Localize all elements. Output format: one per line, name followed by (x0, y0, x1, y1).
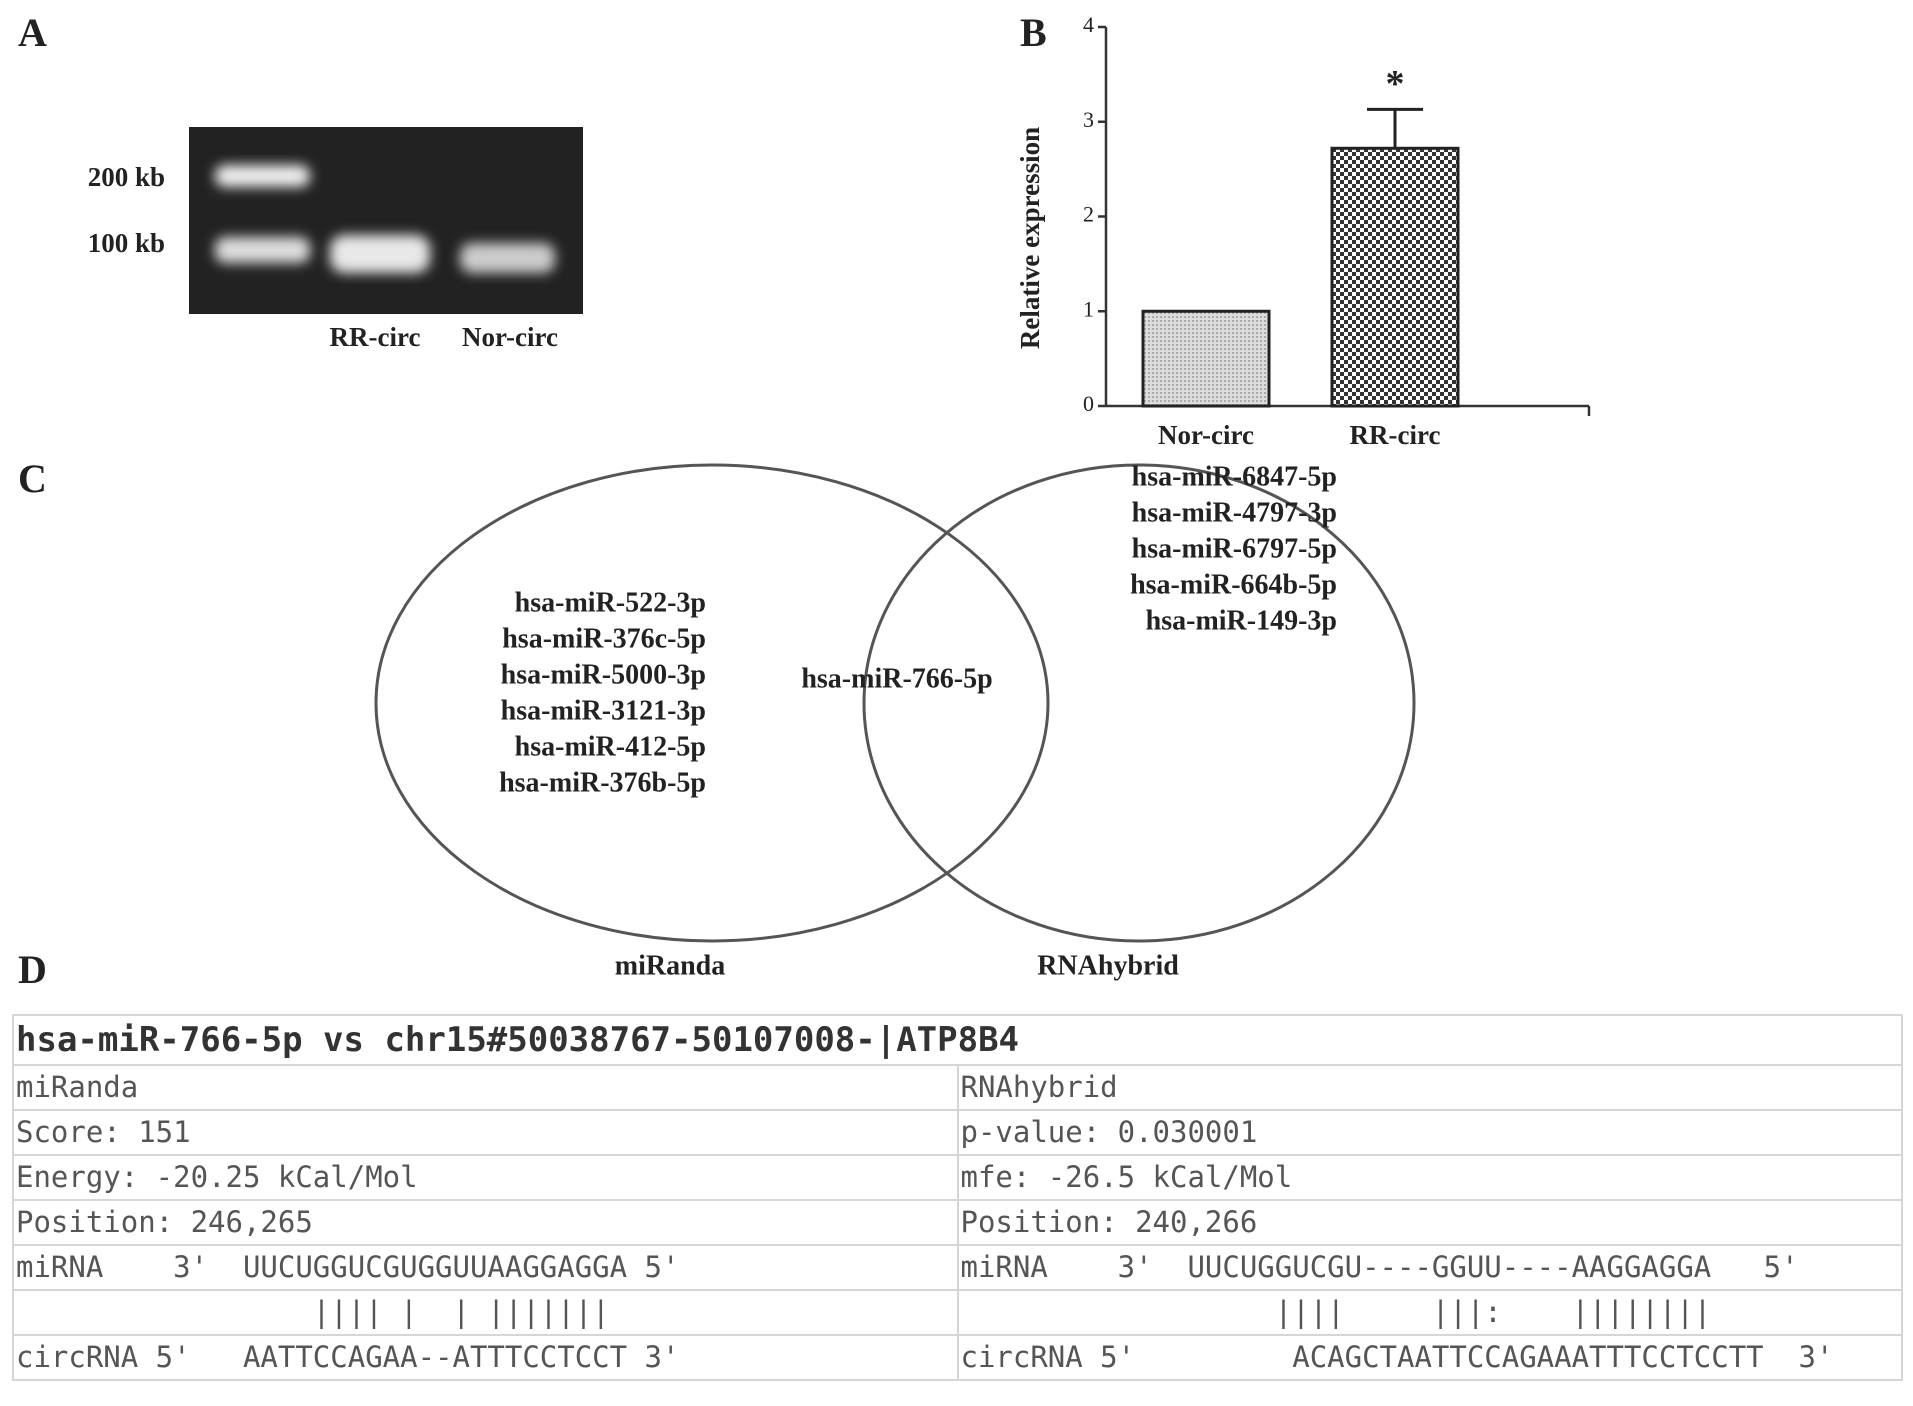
table-cell: miRNA 3' UUCUGGUCGU----GGUU----AAGGAGGA … (956, 1244, 1903, 1291)
y-tick-label: 4 (1083, 12, 1094, 37)
venn-item: hsa-miR-3121-3p (501, 695, 706, 726)
venn-intersection: hsa-miR-766-5p (801, 663, 992, 694)
table-cell: circRNA 5' AATTCCAGAA--ATTTCCTCCT 3' (12, 1334, 959, 1381)
table-row: hsa-miR-766-5p vs chr15#50038767-5010700… (12, 1014, 1903, 1066)
venn-item: hsa-miR-6847-5p (1132, 461, 1337, 492)
panel-label: D (18, 947, 47, 992)
venn-item: hsa-miR-6797-5p (1132, 533, 1337, 564)
x-tick-label: Nor-circ (1158, 420, 1254, 450)
venn-item: hsa-miR-412-5p (515, 731, 706, 762)
venn-item: hsa-miR-664b-5p (1130, 569, 1337, 600)
table-cell: mfe: -26.5 kCal/Mol (956, 1154, 1903, 1201)
table-cell: Position: 240,266 (956, 1199, 1903, 1246)
bar (1141, 309, 1271, 408)
table-cell: Energy: -20.25 kCal/Mol (12, 1154, 959, 1201)
table-row: Score: 151 p-value: 0.030001 (12, 1109, 1903, 1156)
gel-marker: 200 kb (88, 162, 165, 192)
venn-item: hsa-miR-522-3p (515, 587, 706, 618)
table-cell: |||| | | ||||||| (12, 1289, 959, 1336)
gel-lane: Nor-circ (462, 322, 558, 352)
panel-label: A (18, 10, 47, 55)
table-row: |||| | | ||||||| |||| |||: |||||||| (12, 1289, 1903, 1336)
table-cell: circRNA 5' ACAGCTAATTCCAGAAATTTCCTCCTT 3… (956, 1334, 1903, 1381)
table-row: circRNA 5' AATTCCAGAA--ATTTCCTCCT 3' circ… (12, 1334, 1903, 1381)
table-cell: Position: 246,265 (12, 1199, 959, 1246)
venn-set-name: RNAhybrid (1037, 950, 1179, 981)
x-tick-label: RR-circ (1350, 420, 1441, 450)
panel-label: C (18, 456, 47, 501)
table-title: hsa-miR-766-5p vs chr15#50038767-5010700… (12, 1014, 1903, 1066)
error-bar (1367, 107, 1423, 149)
gel-bands (215, 165, 555, 273)
table-cell: p-value: 0.030001 (956, 1109, 1903, 1156)
table-row: Energy: -20.25 kCal/Mol mfe: -26.5 kCal/M… (12, 1154, 1903, 1201)
venn-item: hsa-miR-5000-3p (501, 659, 706, 690)
y-tick-label: 2 (1083, 202, 1094, 227)
y-axis-label: Relative expression (1015, 127, 1045, 349)
table-cell: miRNA 3' UUCUGGUCGUGGUUAAGGAGGA 5' (12, 1244, 959, 1291)
table-cell: Score: 151 (12, 1109, 959, 1156)
y-tick-label: 0 (1083, 391, 1094, 416)
venn-item: hsa-miR-4797-3p (1132, 497, 1337, 528)
table-cell: RNAhybrid (956, 1064, 1903, 1111)
table-cell: |||| |||: |||||||| (956, 1289, 1903, 1336)
gel-marker: 100 kb (88, 228, 165, 258)
y-tick-label: 3 (1083, 107, 1094, 132)
gel (189, 127, 583, 314)
alignment-table: hsa-miR-766-5p vs chr15#50038767-5010700… (12, 1014, 1903, 1381)
venn-set (862, 463, 1416, 943)
gel-lane: RR-circ (330, 322, 421, 352)
significance: * (1386, 63, 1405, 105)
table-row: miRanda RNAhybrid (12, 1064, 1903, 1111)
venn-set-name: miRanda (615, 950, 725, 981)
venn-item: hsa-miR-376b-5p (499, 767, 706, 798)
table-row: Position: 246,265 Position: 240,266 (12, 1199, 1903, 1246)
table-row: miRNA 3' UUCUGGUCGUGGUUAAGGAGGA 5' miRNA … (12, 1244, 1903, 1291)
venn-set (374, 463, 1050, 943)
table-cell: miRanda (12, 1064, 959, 1111)
venn-item: hsa-miR-149-3p (1146, 605, 1337, 636)
y-tick-label: 1 (1083, 296, 1094, 321)
venn-item: hsa-miR-376c-5p (502, 623, 706, 654)
panel-label: B (1020, 10, 1047, 55)
table-body: hsa-miR-766-5p vs chr15#50038767-5010700… (12, 1014, 1903, 1381)
bar (1330, 146, 1460, 408)
